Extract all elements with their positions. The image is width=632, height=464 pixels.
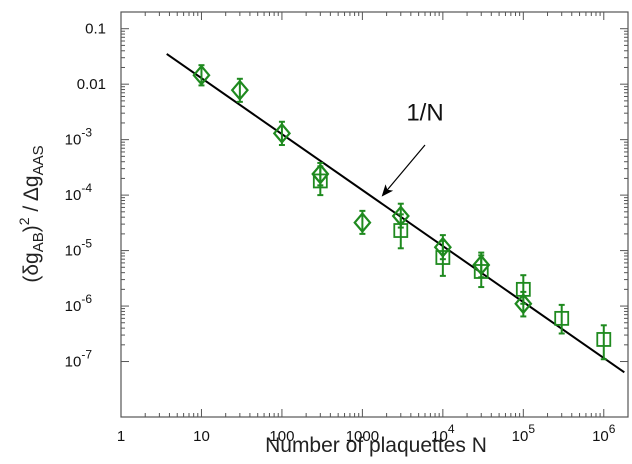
diamond-marker <box>192 64 211 86</box>
y-axis-title: (δgAB)2 / ΔgAAS <box>16 145 47 282</box>
annotation-label: 1/N <box>406 100 443 127</box>
x-tick-label: 1 <box>117 428 125 445</box>
diamond-marker <box>514 293 533 315</box>
y-tick-label: 0.1 <box>85 21 106 38</box>
x-tick-label: 1000 <box>346 428 379 445</box>
square-marker <box>435 250 451 265</box>
x-tick-label: 10 <box>193 428 210 445</box>
y-tick-label: 10-5 <box>65 237 93 260</box>
y-tick-label: 0.01 <box>77 76 106 93</box>
x-axis-title: Number of plaquettes N <box>265 434 487 457</box>
square-marker <box>596 332 612 347</box>
data-series <box>192 64 612 361</box>
x-tick-label: 104 <box>431 422 455 445</box>
x-tick-label: 106 <box>592 422 616 445</box>
x-tick-label: 105 <box>512 422 536 445</box>
diamond-marker <box>353 211 372 234</box>
axis-ticks: 1 10 100 1000 104 105 106 0.1 0.01 10-3 10-4 10-5 10… <box>65 11 628 445</box>
plot-frame <box>120 11 629 418</box>
square-marker <box>473 264 489 279</box>
diamond-marker <box>230 79 249 101</box>
square-marker <box>515 281 531 297</box>
y-tick-label: 10-6 <box>65 292 93 315</box>
x-tick-label: 100 <box>269 428 294 445</box>
square-marker <box>554 310 570 326</box>
y-tick-label: 10-7 <box>65 348 93 371</box>
annotation-arrow <box>381 144 426 197</box>
y-tick-label: 10-4 <box>65 181 93 204</box>
diamond-marker <box>272 122 292 145</box>
annotation-1-over-n: 1/N <box>381 100 444 197</box>
square-marker <box>312 173 328 189</box>
y-tick-label: 10-3 <box>65 126 93 149</box>
square-marker <box>393 223 409 238</box>
